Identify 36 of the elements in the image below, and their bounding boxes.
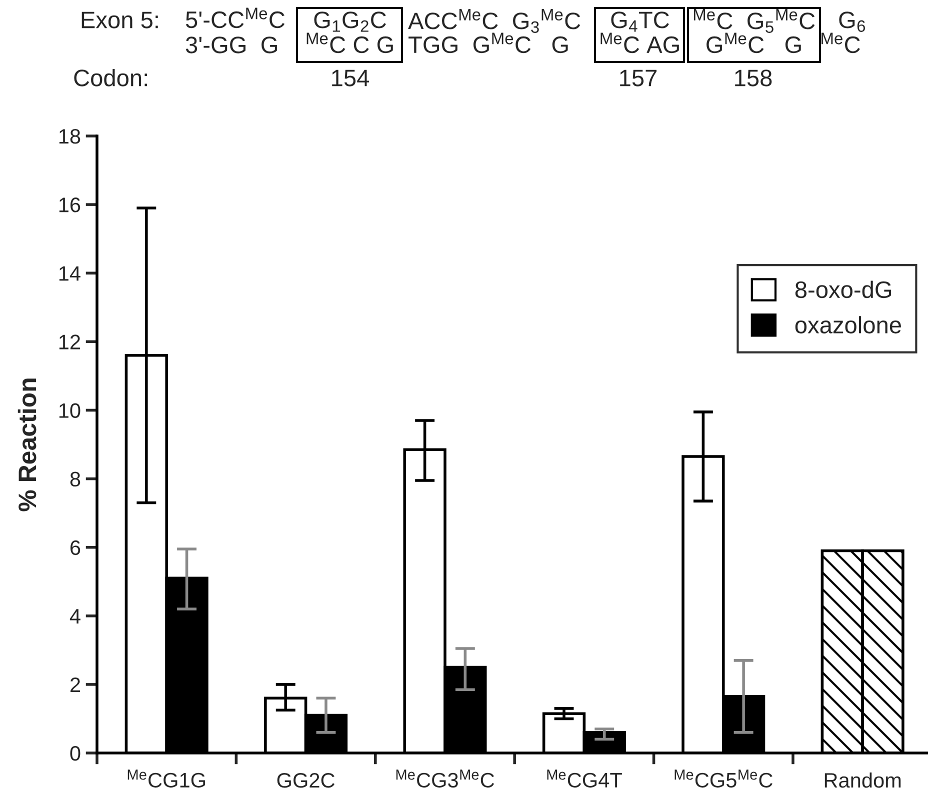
text: ACC$^{Me}$C G$_{3}$$^{Me}$C: [408, 8, 580, 33]
y-tick-label: 10: [59, 403, 80, 418]
text: 157: [620, 70, 657, 86]
text: 158: [735, 70, 772, 86]
x-tick-label: $^{Me}$CG1G: [128, 770, 205, 788]
text: G$_{1}$G$_{2}$C: [314, 12, 386, 32]
text: 154: [332, 70, 370, 86]
text: Codon:: [74, 68, 147, 86]
x-tick-label: GG2C: [277, 772, 335, 788]
x-tick-label: Random: [824, 772, 901, 788]
x-tick-label: $^{Me}$CG3$^{Me}$C: [396, 770, 494, 788]
y-tick-label: 12: [59, 334, 80, 350]
text: $^{Me}$C G$_{5}$$^{Me}$C: [694, 8, 815, 33]
text: 5'-CC$^{Me}$C: [186, 8, 285, 28]
legend-label: 8-oxo-dG: [795, 280, 892, 298]
y-tick-label: 2: [70, 677, 80, 692]
text: TGG G$^{Me}$C G: [408, 32, 568, 54]
y-tick-label: 4: [70, 609, 80, 624]
text: $^{Me}$C: [822, 32, 860, 54]
text: 3'-GG G: [186, 36, 277, 54]
x-tick-label: $^{Me}$CG5$^{Me}$C: [674, 770, 772, 788]
y-tick-label: 18: [59, 129, 80, 144]
y-axis-title: % Reaction: [18, 378, 36, 512]
y-tick-label: 16: [59, 198, 80, 212]
text: Exon 5:: [82, 12, 158, 28]
y-tick-label: 0: [70, 746, 80, 761]
text: G$^{Me}$C G: [706, 32, 801, 54]
text: $^{Me}$C AG: [600, 32, 679, 54]
text: $^{Me}$C C G: [306, 32, 393, 54]
text: G$_{6}$: [839, 12, 866, 32]
y-tick-label: 8: [70, 472, 80, 487]
legend-label: oxazolone: [795, 316, 901, 334]
text: G$_{4}$TC: [611, 12, 669, 32]
y-tick-label: 14: [59, 266, 80, 281]
y-tick-label: 6: [70, 540, 80, 556]
x-tick-label: $^{Me}$CG4T: [547, 770, 622, 788]
